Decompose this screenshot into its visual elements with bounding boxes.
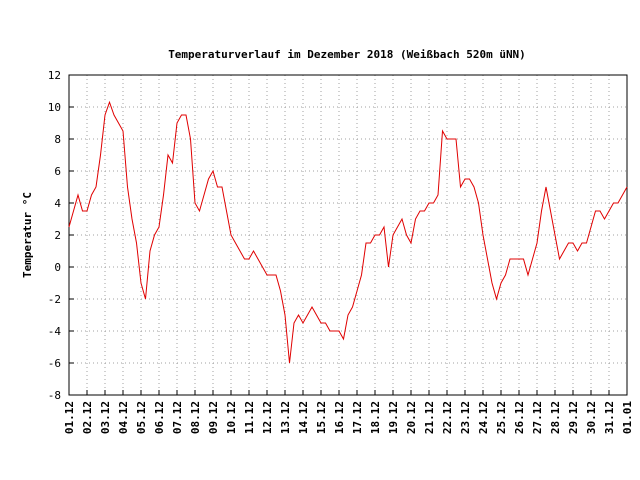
- x-tick-label: 24.12: [477, 401, 490, 434]
- x-tick-label: 09.12: [207, 401, 220, 434]
- x-tick-label: 03.12: [99, 401, 112, 434]
- x-tick-label: 10.12: [225, 401, 238, 434]
- x-tick-label: 17.12: [351, 401, 364, 434]
- x-tick-label: 22.12: [441, 401, 454, 434]
- x-tick-label: 27.12: [531, 401, 544, 434]
- x-tick-label: 23.12: [459, 401, 472, 434]
- x-tick-label: 29.12: [567, 401, 580, 434]
- x-tick-label: 14.12: [297, 401, 310, 434]
- x-tick-label: 21.12: [423, 401, 436, 434]
- x-tick-label: 04.12: [117, 401, 130, 434]
- x-tick-label: 25.12: [495, 401, 508, 434]
- x-tick-label: 31.12: [603, 401, 616, 434]
- x-tick-label: 13.12: [279, 401, 292, 434]
- x-tick-label: 02.12: [81, 401, 94, 434]
- y-tick-label: 8: [54, 133, 61, 146]
- y-tick-label: 4: [54, 197, 61, 210]
- y-tick-label: -6: [48, 357, 61, 370]
- y-axis-label: Temperatur °C: [21, 192, 34, 278]
- x-tick-label: 11.12: [243, 401, 256, 434]
- y-tick-label: 0: [54, 261, 61, 274]
- x-tick-label: 19.12: [387, 401, 400, 434]
- y-tick-label: 2: [54, 229, 61, 242]
- x-tick-label: 20.12: [405, 401, 418, 434]
- x-tick-label: 18.12: [369, 401, 382, 434]
- x-tick-label: 06.12: [153, 401, 166, 434]
- x-tick-label: 07.12: [171, 401, 184, 434]
- x-tick-label: 26.12: [513, 401, 526, 434]
- chart-title: Temperaturverlauf im Dezember 2018 (Weiß…: [168, 48, 526, 61]
- y-tick-label: 6: [54, 165, 61, 178]
- y-tick-label: -8: [48, 389, 61, 402]
- x-tick-label: 15.12: [315, 401, 328, 434]
- y-tick-label: -4: [48, 325, 62, 338]
- x-tick-label: 12.12: [261, 401, 274, 434]
- x-tick-label: 08.12: [189, 401, 202, 434]
- x-tick-label: 30.12: [585, 401, 598, 434]
- y-tick-label: 12: [48, 69, 61, 82]
- y-tick-label: 10: [48, 101, 61, 114]
- x-tick-label: 01.01: [621, 401, 634, 434]
- x-tick-label: 01.12: [63, 401, 76, 434]
- x-tick-label: 16.12: [333, 401, 346, 434]
- x-tick-label: 05.12: [135, 401, 148, 434]
- x-tick-label: 28.12: [549, 401, 562, 434]
- y-tick-label: -2: [48, 293, 61, 306]
- temperature-line: [68, 100, 628, 364]
- plot-border: [68, 74, 628, 396]
